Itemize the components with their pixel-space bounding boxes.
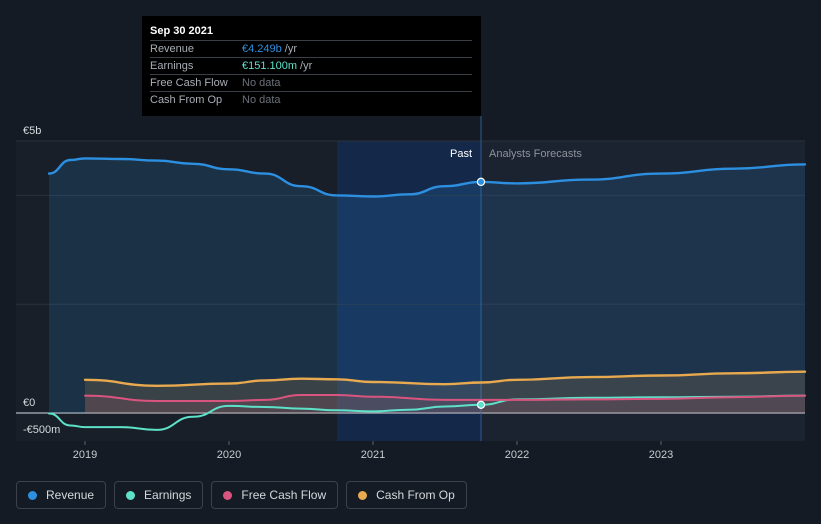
legend-label: Free Cash Flow (241, 488, 327, 502)
tooltip-label: Free Cash Flow (150, 77, 228, 89)
highlight-band (337, 141, 481, 441)
revenue-area (49, 158, 805, 413)
x-tick-label: 2022 (505, 449, 529, 461)
legend-dot-icon (223, 490, 233, 500)
chart-background (16, 141, 805, 441)
x-tick-label: 2021 (361, 449, 385, 461)
tooltip-row-cash-from-op: Cash From Op No data (150, 91, 472, 108)
tooltip-label: Cash From Op (150, 94, 223, 106)
earnings-line (48, 394, 806, 431)
y-tick-label: -€500m (23, 424, 60, 436)
x-tick-label: 2023 (649, 449, 673, 461)
y-tick-label: €0 (23, 397, 35, 409)
tooltip-row-free-cash-flow: Free Cash Flow No data (150, 74, 472, 91)
x-tick-label: 2020 (217, 449, 241, 461)
legend-label: Earnings (144, 488, 192, 502)
legend-item-revenue[interactable]: Revenue (16, 481, 107, 509)
tooltip-value: No data (242, 94, 281, 106)
tooltip-unit: /yr (300, 60, 313, 72)
tooltip-label: Earnings (150, 60, 194, 72)
cash-from-op-line (83, 370, 807, 388)
earnings-marker (476, 400, 486, 409)
legend-label: Revenue (46, 488, 95, 502)
analysts-forecasts-label: Analysts Forecasts (489, 148, 582, 160)
tooltip: Sep 30 2021 Revenue €4.249b /yr Earnings… (142, 16, 481, 116)
chart-legend: Revenue Earnings Free Cash Flow Cash Fro… (16, 481, 467, 509)
legend-item-free-cash-flow[interactable]: Free Cash Flow (211, 481, 339, 509)
tooltip-value: No data (242, 77, 281, 89)
axis-ticks: €5b €0 -€500m 2019 2020 2021 2022 2023 (23, 125, 673, 461)
tooltip-row-earnings: Earnings €151.100m /yr (150, 57, 472, 74)
forecast-region (481, 141, 805, 441)
tooltip-date: Sep 30 2021 (150, 25, 213, 37)
legend-dot-icon (28, 490, 37, 500)
chart-gridlines (16, 116, 805, 441)
x-tick-label: 2019 (73, 449, 97, 461)
tooltip-row-revenue: Revenue €4.249b /yr (150, 40, 472, 57)
legend-label: Cash From Op (376, 488, 455, 502)
cash-from-op-area (85, 371, 805, 413)
tooltip-value: €4.249b (242, 43, 282, 55)
hover-markers (476, 177, 486, 409)
legend-item-earnings[interactable]: Earnings (114, 481, 204, 509)
tooltip-label: Revenue (150, 43, 195, 55)
y-tick-label: €5b (23, 125, 41, 137)
tooltip-unit: /yr (284, 43, 297, 55)
free-cash-flow-line (84, 393, 806, 403)
series-lines (47, 157, 807, 431)
legend-dot-icon (358, 490, 368, 500)
tooltip-value: €151.100m (242, 60, 298, 72)
legend-dot-icon (126, 490, 136, 500)
legend-item-cash-from-op[interactable]: Cash From Op (346, 481, 467, 509)
past-label: Past (450, 148, 472, 160)
revenue-line (47, 157, 807, 198)
revenue-marker (476, 177, 486, 187)
